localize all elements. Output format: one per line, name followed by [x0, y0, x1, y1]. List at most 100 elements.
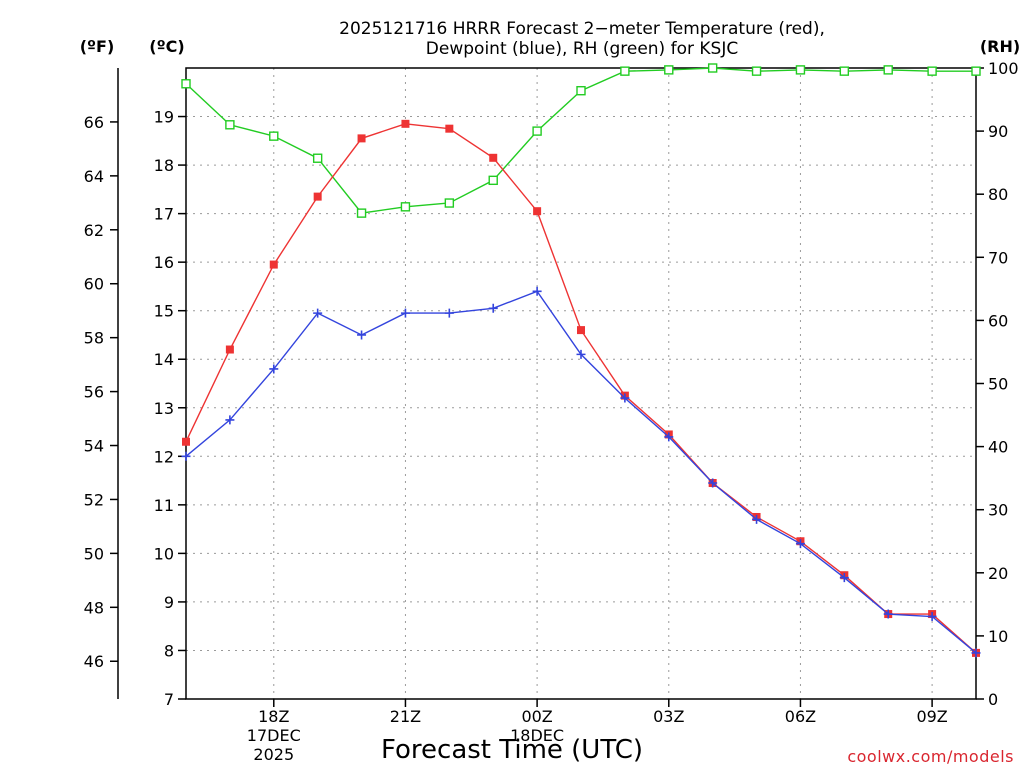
x-tick-year-label: 2025	[253, 745, 294, 764]
temperature-point	[313, 192, 322, 201]
dewpoint-point	[795, 539, 805, 549]
temperature-point	[182, 437, 190, 446]
temperature-series	[182, 119, 980, 657]
rh-point	[883, 65, 893, 75]
rh-point	[444, 198, 455, 208]
dewpoint-point	[181, 451, 191, 461]
celsius-tick-label: 12	[154, 447, 174, 466]
fahrenheit-tick-label: 56	[84, 383, 104, 402]
rh-point	[532, 126, 542, 136]
x-tick-label: 09Z	[916, 707, 947, 726]
fahrenheit-tick-label: 66	[84, 113, 104, 132]
rh-point	[400, 202, 411, 212]
dewpoint-point	[620, 393, 630, 403]
dewpoint-series	[181, 286, 981, 658]
rh-series	[181, 63, 981, 218]
dewpoint-point	[839, 573, 849, 583]
temperature-line	[185, 123, 977, 654]
grid-lines	[186, 68, 976, 700]
fahrenheit-tick-label: 50	[84, 544, 104, 563]
dewpoint-point	[576, 349, 586, 359]
data-series	[181, 63, 981, 658]
rh-tick-label: 80	[988, 185, 1008, 204]
credit-text: coolwx.com/models	[847, 747, 1014, 766]
celsius-tick-label: 10	[154, 544, 174, 563]
rh-point	[751, 66, 762, 76]
dewpoint-point	[488, 303, 498, 313]
celsius-tick-label: 15	[154, 302, 174, 321]
temperature-point	[357, 134, 366, 143]
rh-point	[312, 153, 323, 163]
celsius-unit-label: (ºC)	[149, 37, 184, 56]
dewpoint-point	[269, 364, 279, 374]
rh-point	[971, 66, 981, 76]
fahrenheit-tick-label: 46	[84, 652, 104, 671]
rh-tick-label: 0	[988, 690, 998, 709]
fahrenheit-tick-label: 54	[84, 437, 104, 456]
fahrenheit-tick-label: 52	[84, 490, 104, 509]
rh-tick-label: 100	[988, 59, 1019, 78]
celsius-tick-label: 11	[154, 496, 174, 515]
dewpoint-point	[400, 308, 410, 318]
chart-title-line-2: Dewpoint (blue), RH (green) for KSJC	[426, 39, 738, 59]
dewpoint-point	[927, 611, 937, 621]
temperature-point	[445, 124, 454, 133]
dewpoint-point	[532, 286, 542, 296]
rh-tick-label: 20	[988, 564, 1008, 583]
rh-tick-label: 50	[988, 375, 1008, 394]
fahrenheit-tick-label: 58	[84, 329, 104, 348]
rh-point	[795, 65, 806, 75]
rh-tick-label: 30	[988, 501, 1008, 520]
rh-point	[181, 79, 191, 89]
celsius-tick-label: 18	[154, 156, 174, 175]
rh-unit-label: (RH)	[980, 37, 1020, 56]
celsius-tick-label: 9	[164, 593, 174, 612]
temperature-point	[269, 260, 278, 269]
dewpoint-point	[664, 432, 674, 442]
fahrenheit-unit-label: (ºF)	[80, 37, 115, 56]
celsius-tick-label: 14	[154, 350, 174, 369]
rh-tick-label: 10	[988, 627, 1008, 646]
rh-point	[225, 120, 235, 130]
x-tick-label: 00Z	[521, 707, 552, 726]
rh-tick-label: 60	[988, 311, 1008, 330]
celsius-tick-label: 8	[164, 641, 174, 660]
dewpoint-point	[752, 514, 762, 524]
dewpoint-line	[185, 290, 977, 654]
rh-tick-label: 40	[988, 438, 1008, 457]
temperature-point	[489, 153, 498, 162]
fahrenheit-tick-label: 48	[84, 598, 104, 617]
rh-point	[576, 86, 586, 96]
x-tick-date-label: 17DEC	[247, 726, 301, 745]
axes	[110, 67, 984, 707]
x-tick-label: 06Z	[785, 707, 816, 726]
rh-point	[620, 66, 630, 76]
dewpoint-point	[357, 330, 367, 340]
celsius-tick-label: 7	[164, 690, 174, 709]
x-tick-label: 18Z	[258, 707, 289, 726]
rh-point	[664, 65, 674, 75]
rh-point	[488, 175, 498, 186]
dewpoint-point	[225, 415, 235, 425]
celsius-tick-label: 17	[154, 205, 174, 224]
dewpoint-point	[971, 648, 981, 658]
x-tick-date-label: 18DEC	[510, 726, 564, 745]
fahrenheit-tick-label: 62	[84, 221, 104, 240]
plot-frame	[185, 67, 977, 700]
celsius-tick-label: 19	[154, 108, 174, 127]
rh-point	[839, 66, 850, 76]
dewpoint-point	[883, 609, 893, 619]
rh-point	[707, 63, 718, 73]
x-axis-title: Forecast Time (UTC)	[381, 735, 643, 765]
rh-tick-label: 70	[988, 248, 1008, 267]
x-tick-label: 21Z	[390, 707, 421, 726]
celsius-tick-label: 13	[154, 399, 174, 418]
celsius-tick-label: 16	[154, 253, 174, 272]
tick-labels: 7 8 9 10 11 12 13 14 15 16 17 18 19 46 48 50 52 54 56 58 60 6…	[84, 59, 1019, 764]
rh-point	[356, 208, 367, 218]
rh-point	[927, 66, 937, 76]
chart-title-line-1: 2025121716 HRRR Forecast 2−meter Tempera…	[339, 19, 825, 39]
rh-tick-label: 90	[988, 122, 1008, 141]
temperature-point	[577, 326, 585, 335]
